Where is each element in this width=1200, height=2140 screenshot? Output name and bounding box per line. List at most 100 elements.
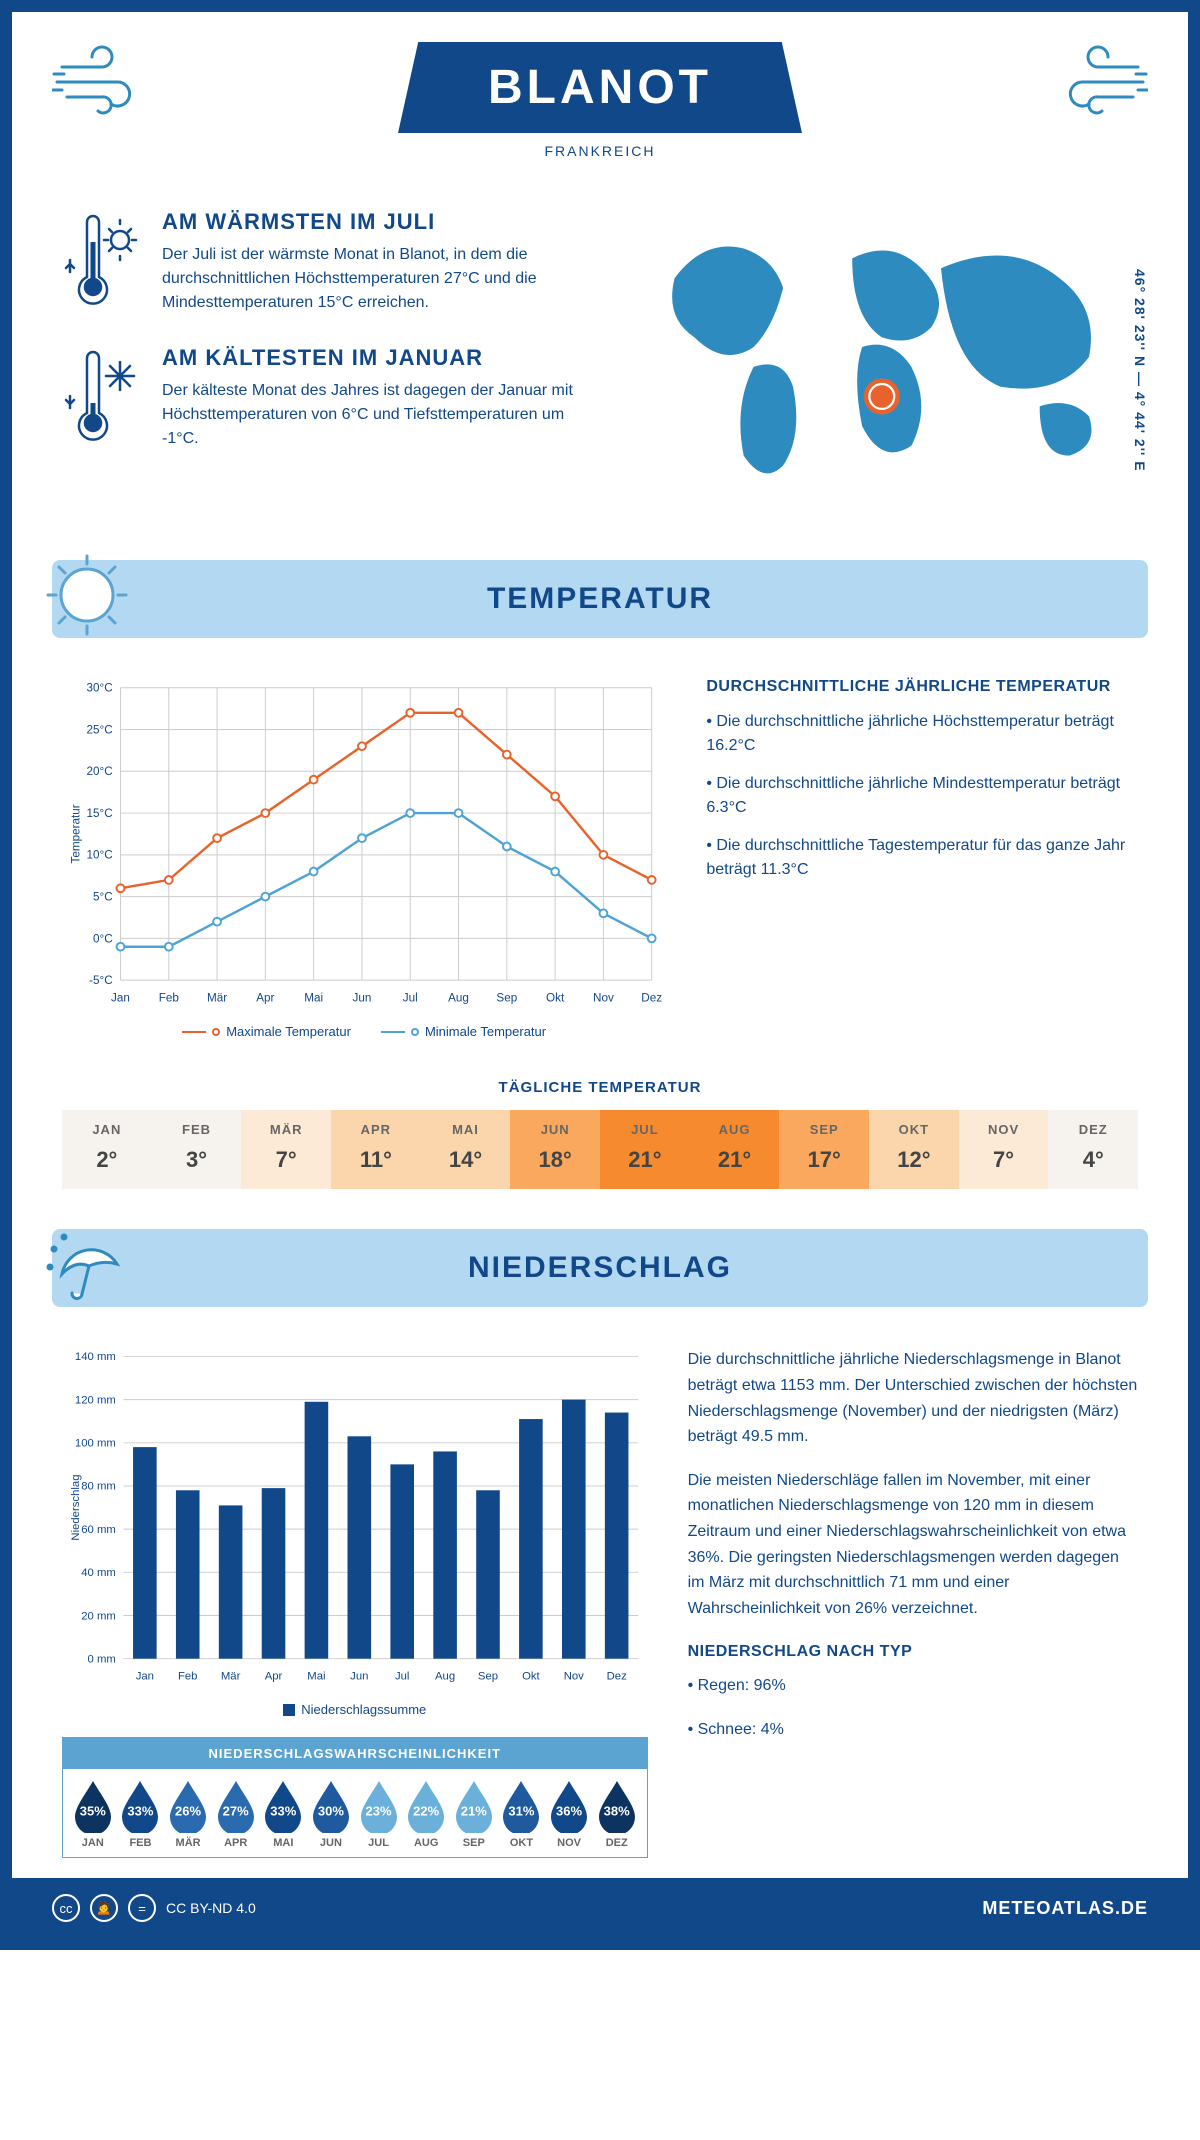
by-icon: 🙍 <box>90 1894 118 1922</box>
daily-cell: DEZ4° <box>1048 1110 1138 1189</box>
svg-text:25°C: 25°C <box>87 723 113 736</box>
infographic-frame: BLANOT FRANKREICH <box>0 0 1200 1950</box>
svg-text:10°C: 10°C <box>87 849 113 862</box>
temp-text-p2: • Die durchschnittliche jährliche Mindes… <box>706 772 1138 820</box>
section-title-temp: TEMPERATUR <box>487 582 713 615</box>
daily-cell: MÄR7° <box>241 1110 331 1189</box>
fact-warmest: AM WÄRMSTEN IM JULI Der Juli ist der wär… <box>62 209 605 315</box>
daily-cell: NOV7° <box>959 1110 1049 1189</box>
subtitle: FRANKREICH <box>172 143 1028 159</box>
svg-text:20°C: 20°C <box>87 765 113 778</box>
daily-cell: SEP17° <box>779 1110 869 1189</box>
daily-cell: OKT12° <box>869 1110 959 1189</box>
probability-box: NIEDERSCHLAGSWAHRSCHEINLICHKEIT 35%JAN 33… <box>62 1737 648 1858</box>
prob-cell: 27%APR <box>212 1779 260 1849</box>
legend-min: Minimale Temperatur <box>425 1024 546 1039</box>
world-map <box>645 209 1138 505</box>
temp-text-heading: DURCHSCHNITTLICHE JÄHRLICHE TEMPERATUR <box>706 678 1138 696</box>
temp-text-p1: • Die durchschnittliche jährliche Höchst… <box>706 710 1138 758</box>
precipitation-summary: Die durchschnittliche jährliche Niedersc… <box>688 1347 1138 1858</box>
svg-text:Niederschlag: Niederschlag <box>70 1475 82 1541</box>
svg-text:Nov: Nov <box>593 992 614 1005</box>
precipitation-chart: 0 mm20 mm40 mm60 mm80 mm100 mm120 mm140 … <box>62 1347 648 1687</box>
svg-text:Jul: Jul <box>395 1671 409 1683</box>
svg-text:80 mm: 80 mm <box>81 1481 116 1493</box>
svg-text:Dez: Dez <box>607 1671 627 1683</box>
prob-cell: 21%SEP <box>450 1779 498 1849</box>
prob-cell: 22%AUG <box>402 1779 450 1849</box>
section-head-temperature: TEMPERATUR <box>52 560 1148 638</box>
daily-cell: APR11° <box>331 1110 421 1189</box>
daily-cell: JUL21° <box>600 1110 690 1189</box>
prob-cell: 33%MAI <box>260 1779 308 1849</box>
svg-text:40 mm: 40 mm <box>81 1567 116 1579</box>
daily-cell: JAN2° <box>62 1110 152 1189</box>
svg-text:Mai: Mai <box>307 1671 325 1683</box>
wind-icon-right <box>1028 42 1148 122</box>
section-title-precip: NIEDERSCHLAG <box>468 1251 732 1284</box>
svg-text:Jan: Jan <box>136 1671 154 1683</box>
daily-cell: FEB3° <box>152 1110 242 1189</box>
intro-section: AM WÄRMSTEN IM JULI Der Juli ist der wär… <box>12 179 1188 540</box>
svg-text:15°C: 15°C <box>87 807 113 820</box>
thermometer-cold-icon <box>62 345 142 451</box>
precip-p2: Die meisten Niederschläge fallen im Nove… <box>688 1468 1138 1622</box>
svg-text:Mär: Mär <box>207 992 227 1005</box>
precip-type-heading: NIEDERSCHLAG NACH TYP <box>688 1639 1138 1665</box>
license-text: CC BY-ND 4.0 <box>166 1900 256 1916</box>
daily-cell: AUG21° <box>690 1110 780 1189</box>
precip-type2: • Schnee: 4% <box>688 1717 1138 1743</box>
svg-text:120 mm: 120 mm <box>75 1395 116 1407</box>
prob-cell: 35%JAN <box>69 1779 117 1849</box>
svg-text:Jan: Jan <box>111 992 130 1005</box>
daily-temp-table: JAN2°FEB3°MÄR7°APR11°MAI14°JUN18°JUL21°A… <box>62 1110 1138 1189</box>
precip-chart-legend: Niederschlagssumme <box>62 1702 648 1717</box>
svg-text:0 mm: 0 mm <box>88 1654 116 1666</box>
svg-text:Feb: Feb <box>159 992 180 1005</box>
precip-p1: Die durchschnittliche jährliche Niedersc… <box>688 1347 1138 1449</box>
svg-text:-5°C: -5°C <box>89 974 113 987</box>
fact-cold-text: Der kälteste Monat des Jahres ist dagege… <box>162 379 605 451</box>
umbrella-icon <box>42 1219 132 1309</box>
svg-text:Apr: Apr <box>256 992 274 1005</box>
svg-text:Sep: Sep <box>478 1671 498 1683</box>
section-head-precipitation: NIEDERSCHLAG <box>52 1229 1148 1307</box>
cc-icon: cc <box>52 1894 80 1922</box>
title-banner: BLANOT <box>398 42 802 133</box>
prob-cell: 30%JUN <box>307 1779 355 1849</box>
svg-text:Jun: Jun <box>353 992 372 1005</box>
footer: cc 🙍 = CC BY-ND 4.0 METEOATLAS.DE <box>12 1878 1188 1938</box>
svg-text:Apr: Apr <box>265 1671 283 1683</box>
prob-cell: 31%OKT <box>498 1779 546 1849</box>
prob-cell: 36%NOV <box>545 1779 593 1849</box>
fact-warm-text: Der Juli ist der wärmste Monat in Blanot… <box>162 243 605 315</box>
fact-coldest: AM KÄLTESTEN IM JANUAR Der kälteste Mona… <box>62 345 605 451</box>
svg-text:Okt: Okt <box>546 992 565 1005</box>
daily-cell: MAI14° <box>421 1110 511 1189</box>
svg-text:Sep: Sep <box>496 992 517 1005</box>
temp-chart-legend: Maximale Temperatur Minimale Temperatur <box>62 1024 666 1039</box>
svg-text:Jul: Jul <box>403 992 418 1005</box>
prob-title: NIEDERSCHLAGSWAHRSCHEINLICHKEIT <box>63 1738 647 1769</box>
fact-warm-title: AM WÄRMSTEN IM JULI <box>162 209 605 235</box>
svg-text:30°C: 30°C <box>87 682 113 695</box>
sun-icon <box>42 550 132 640</box>
prob-cell: 38%DEZ <box>593 1779 641 1849</box>
svg-text:0°C: 0°C <box>93 932 113 945</box>
thermometer-hot-icon <box>62 209 142 315</box>
daily-cell: JUN18° <box>510 1110 600 1189</box>
svg-text:Aug: Aug <box>448 992 469 1005</box>
svg-text:Okt: Okt <box>522 1671 540 1683</box>
svg-text:Mär: Mär <box>221 1671 241 1683</box>
svg-text:140 mm: 140 mm <box>75 1352 116 1364</box>
header: BLANOT FRANKREICH <box>12 12 1188 179</box>
page-title: BLANOT <box>488 60 712 115</box>
svg-text:20 mm: 20 mm <box>81 1611 116 1623</box>
wind-icon-left <box>52 42 172 122</box>
daily-temp-title: TÄGLICHE TEMPERATUR <box>12 1079 1188 1096</box>
nd-icon: = <box>128 1894 156 1922</box>
legend-max: Maximale Temperatur <box>226 1024 351 1039</box>
svg-text:Temperatur: Temperatur <box>70 804 83 863</box>
svg-text:Dez: Dez <box>641 992 662 1005</box>
svg-text:Nov: Nov <box>564 1671 584 1683</box>
